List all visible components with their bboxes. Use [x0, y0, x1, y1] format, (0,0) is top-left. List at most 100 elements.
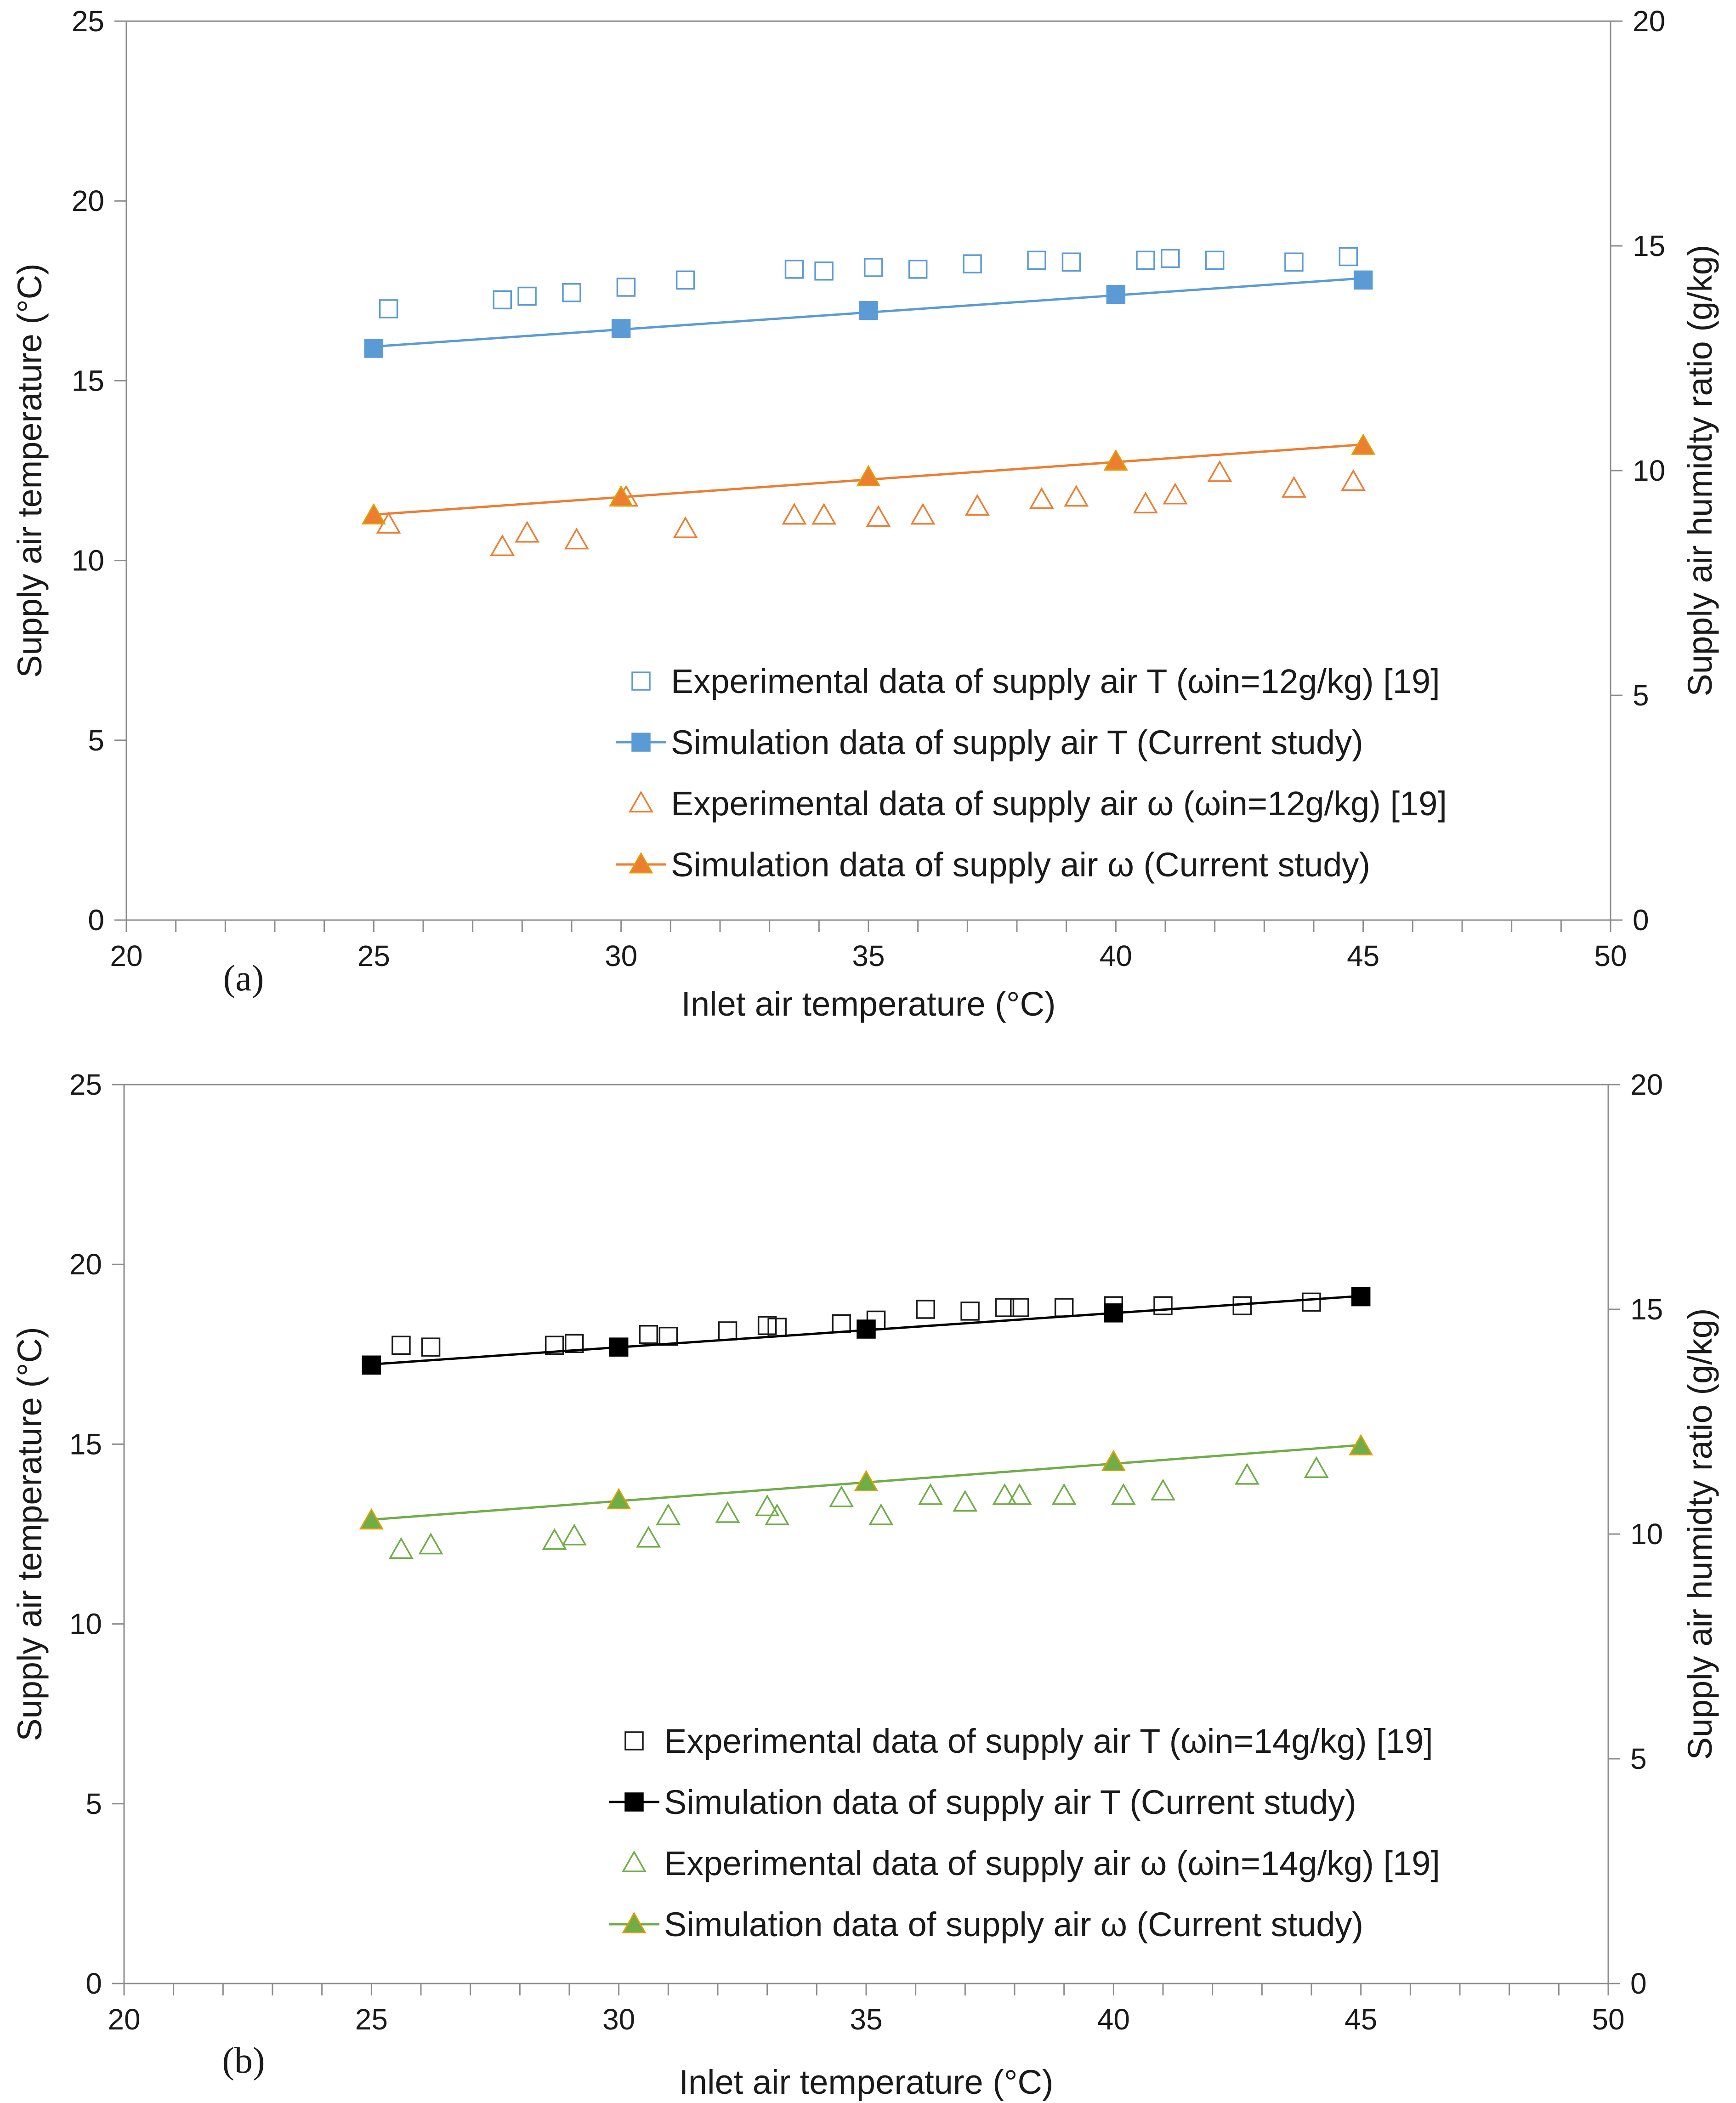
- series-1: [364, 270, 1373, 358]
- y2-tick-label: 15: [1633, 229, 1665, 262]
- data-point: [675, 270, 695, 290]
- data-point: [1302, 1292, 1321, 1312]
- x-tick-label: 25: [355, 2003, 388, 2036]
- data-point: [639, 1325, 658, 1344]
- data-point: [767, 1318, 787, 1337]
- data-point: [832, 1314, 851, 1334]
- series-0: [391, 1292, 1321, 1357]
- data-point: [916, 1300, 935, 1319]
- y2-tick-label: 20: [1633, 5, 1665, 38]
- data-point: [1010, 1298, 1029, 1317]
- data-point: [1235, 1463, 1260, 1485]
- y-tick-label: 25: [72, 5, 104, 38]
- data-point: [715, 1501, 740, 1523]
- data-point: [908, 260, 928, 279]
- data-point: [829, 1485, 854, 1507]
- data-point: [490, 534, 515, 557]
- data-point: [856, 465, 881, 487]
- x-tick-label: 50: [1592, 2003, 1624, 2036]
- y2-tick-label: 20: [1630, 1068, 1663, 1101]
- data-point: [1027, 250, 1046, 270]
- y2-tick-label: 10: [1633, 454, 1665, 487]
- legend-label: Experimental data of supply air ω (ωin=1…: [671, 784, 1447, 823]
- data-point: [359, 1508, 384, 1530]
- data-point: [1103, 449, 1128, 471]
- data-point: [1341, 469, 1366, 491]
- y2-tick-label: 5: [1630, 1742, 1647, 1775]
- legend-label: Simulation data of supply air ω (Current…: [664, 1905, 1363, 1944]
- y2-tick-label: 0: [1633, 904, 1649, 937]
- legend-label: Simulation data of supply air ω (Current…: [671, 846, 1370, 884]
- data-point: [811, 503, 837, 525]
- y-tick-label: 15: [69, 1427, 102, 1461]
- y-tick-label: 0: [88, 904, 104, 937]
- y-tick-label: 20: [69, 1248, 102, 1281]
- data-point: [673, 516, 698, 538]
- y2-tick-label: 15: [1630, 1293, 1663, 1326]
- data-point: [1349, 1434, 1373, 1455]
- y-tick-label: 15: [72, 364, 104, 397]
- legend-marker: [631, 733, 651, 752]
- y2-tick-label: 0: [1630, 1967, 1647, 2000]
- data-point: [918, 1483, 943, 1505]
- data-point: [545, 1336, 564, 1355]
- data-point: [418, 1532, 443, 1555]
- legend-marker: [622, 1911, 647, 1933]
- legend-label: Simulation data of supply air T (Current…: [671, 723, 1363, 762]
- data-point: [1007, 1483, 1032, 1505]
- data-point: [1061, 252, 1081, 272]
- legend-label: Experimental data of supply air T (ωin=1…: [664, 1722, 1433, 1760]
- x-tick-label: 50: [1594, 939, 1627, 972]
- data-point: [636, 1526, 661, 1548]
- data-point: [1351, 1287, 1371, 1307]
- data-point: [609, 1337, 629, 1357]
- data-point: [362, 1355, 381, 1375]
- legend-marker: [628, 790, 654, 813]
- legend-label: Simulation data of supply air T (Current…: [664, 1783, 1356, 1821]
- data-point: [364, 339, 384, 358]
- data-point: [1163, 483, 1188, 505]
- data-point: [814, 261, 834, 281]
- series-2: [388, 1456, 1329, 1559]
- data-point: [1353, 270, 1373, 290]
- y2-tick-label: 5: [1633, 679, 1649, 712]
- data-point: [995, 1298, 1015, 1317]
- y-axis-title: Supply air temperature (°C): [11, 263, 49, 677]
- panel-label: (b): [222, 2040, 265, 2081]
- x-tick-label: 45: [1345, 2003, 1377, 2036]
- data-point: [1339, 247, 1358, 267]
- data-point: [960, 1302, 980, 1321]
- data-point: [1161, 249, 1180, 268]
- y-tick-label: 10: [72, 544, 104, 577]
- data-point: [391, 1336, 411, 1355]
- data-point: [1207, 460, 1232, 482]
- data-point: [388, 1537, 414, 1559]
- data-point: [992, 1483, 1017, 1505]
- panel-label: (a): [223, 958, 264, 999]
- data-point: [757, 1316, 777, 1335]
- data-point: [964, 494, 990, 516]
- data-point: [1205, 250, 1225, 270]
- legend: Experimental data of supply air T (ωin=1…: [616, 662, 1447, 884]
- data-point: [515, 521, 540, 543]
- data-point: [1106, 284, 1126, 304]
- y-tick-label: 0: [85, 1967, 102, 2000]
- data-point: [607, 1488, 631, 1510]
- data-point: [866, 505, 891, 527]
- y-tick-label: 10: [69, 1608, 102, 1641]
- y-axis-title: Supply air temperature (°C): [11, 1327, 49, 1741]
- data-point: [1281, 476, 1306, 498]
- data-point: [1054, 1298, 1074, 1317]
- data-point: [857, 1319, 876, 1339]
- legend-label: Experimental data of supply air ω (ωin=1…: [664, 1844, 1440, 1882]
- data-point: [1284, 252, 1304, 272]
- series-0: [379, 247, 1358, 318]
- x-tick-label: 35: [850, 2003, 882, 2036]
- x-tick-label: 35: [852, 939, 885, 972]
- series-1: [362, 1287, 1371, 1375]
- data-point: [755, 1494, 780, 1517]
- data-point: [609, 485, 634, 507]
- data-point: [562, 283, 581, 302]
